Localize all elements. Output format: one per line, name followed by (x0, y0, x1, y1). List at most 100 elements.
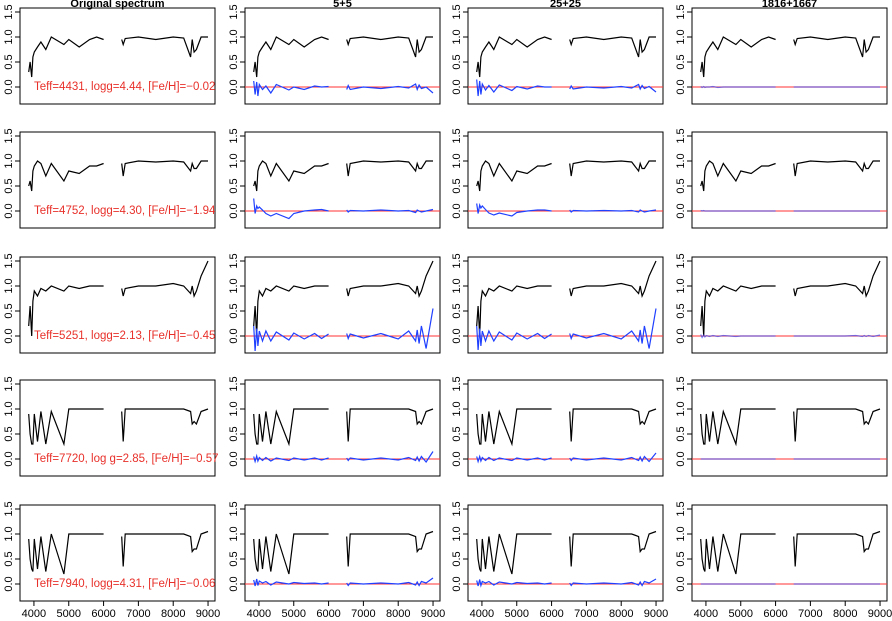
spectrum (253, 530, 434, 575)
y-tick-label: 0.0 (3, 79, 15, 94)
y-tick-label: 1.5 (3, 4, 15, 19)
x-tick-label: 8000 (161, 608, 185, 620)
x-tick-label: 5000 (282, 608, 306, 620)
y-tick-label: 1.0 (3, 29, 15, 44)
x-tick-label: 7000 (574, 608, 598, 620)
residual (700, 209, 880, 212)
panel-frame (691, 7, 888, 105)
x-tick-label: 5000 (505, 608, 529, 620)
y-tick-label: 0.5 (675, 303, 687, 318)
y-tick-label: 0.0 (675, 451, 687, 466)
y-tick-label: 1.5 (228, 501, 240, 516)
spectrum (700, 160, 880, 192)
x-tick-label: 8000 (386, 608, 410, 620)
residual (700, 333, 881, 339)
y-tick-label: 0.0 (228, 451, 240, 466)
y-tick-label: 0.0 (451, 328, 463, 343)
spectrum (476, 160, 656, 192)
y-tick-label: 1.5 (451, 128, 463, 143)
panel-frame (691, 131, 888, 229)
y-tick-label: 1.5 (3, 128, 15, 143)
y-tick-label: 1.5 (3, 501, 15, 516)
spectrum (700, 260, 881, 337)
x-tick-label: 4000 (694, 608, 718, 620)
spectrum (253, 260, 434, 337)
y-tick-label: 1.0 (3, 526, 15, 541)
y-tick-label: 1.0 (451, 401, 463, 416)
y-tick-label: 1.0 (228, 29, 240, 44)
panel-frame (244, 131, 441, 229)
annotation: Teff=7720, log g=2.85, [Fe/H]=−0.57 (34, 453, 219, 465)
column-title: Original spectrum (70, 0, 164, 10)
y-tick-label: 0.0 (228, 576, 240, 591)
y-tick-label: 1.0 (228, 153, 240, 168)
y-tick-label: 1.0 (3, 153, 15, 168)
spectrum (476, 408, 657, 447)
y-tick-label: 0.0 (451, 451, 463, 466)
y-tick-label: 0.5 (3, 426, 15, 441)
y-tick-label: 0.0 (3, 328, 15, 343)
y-tick-label: 1.0 (675, 278, 687, 293)
annotation: Teff=4431, logg=4.44, [Fe/H]=−0.02 (34, 81, 215, 93)
y-tick-label: 1.5 (3, 253, 15, 268)
residual (253, 308, 434, 352)
y-tick-label: 0.0 (675, 328, 687, 343)
y-tick-label: 0.0 (451, 576, 463, 591)
x-tick-label: 6000 (539, 608, 563, 620)
panel-frame (244, 379, 441, 477)
spectrum (476, 530, 657, 575)
y-tick-label: 1.0 (3, 401, 15, 416)
residual (253, 198, 434, 220)
y-tick-label: 0.5 (3, 551, 15, 566)
y-tick-label: 1.5 (228, 128, 240, 143)
residual (476, 202, 657, 217)
y-tick-label: 1.5 (451, 4, 463, 19)
y-tick-label: 1.0 (675, 401, 687, 416)
x-tick-label: 9000 (644, 608, 668, 620)
spectrum (28, 408, 209, 447)
y-tick-label: 1.0 (451, 278, 463, 293)
x-tick-label: 7000 (126, 608, 150, 620)
spectrum (253, 36, 433, 78)
x-tick-label: 6000 (91, 608, 115, 620)
x-tick-label: 8000 (833, 608, 857, 620)
y-tick-label: 0.5 (451, 426, 463, 441)
y-tick-label: 0.0 (451, 203, 463, 218)
y-tick-label: 0.5 (451, 551, 463, 566)
y-tick-label: 0.0 (675, 79, 687, 94)
spectrum (28, 260, 209, 337)
column-title: 1816+1667 (762, 0, 817, 10)
panel-frame (19, 256, 216, 354)
y-tick-label: 1.5 (228, 4, 240, 19)
annotation: Teff=7940, logg=4.31, [Fe/H]=−0.06 (34, 578, 215, 590)
y-tick-label: 1.0 (451, 526, 463, 541)
y-tick-label: 0.5 (675, 54, 687, 69)
x-tick-label: 5000 (729, 608, 753, 620)
y-tick-label: 1.5 (675, 501, 687, 516)
y-tick-label: 1.0 (228, 401, 240, 416)
panel-frame (467, 131, 664, 229)
x-tick-label: 5000 (57, 608, 81, 620)
y-tick-label: 1.5 (675, 376, 687, 391)
y-tick-label: 0.5 (451, 303, 463, 318)
y-tick-label: 1.5 (451, 376, 463, 391)
y-tick-label: 0.0 (451, 79, 463, 94)
y-tick-label: 0.0 (3, 576, 15, 591)
spectrum (700, 408, 881, 447)
panel-frame (244, 504, 441, 602)
spectrum (28, 36, 208, 78)
column-title: 25+25 (550, 0, 581, 10)
y-tick-label: 0.5 (228, 178, 240, 193)
y-tick-label: 0.5 (451, 178, 463, 193)
y-tick-label: 1.5 (3, 376, 15, 391)
y-tick-label: 0.0 (228, 79, 240, 94)
panel-frame (691, 256, 888, 354)
y-tick-label: 1.0 (228, 526, 240, 541)
spectrum (28, 530, 209, 575)
panel-frame (19, 131, 216, 229)
y-tick-label: 1.0 (451, 153, 463, 168)
spectrum (476, 260, 657, 337)
panel-frame (467, 7, 664, 105)
y-tick-label: 0.0 (3, 451, 15, 466)
x-tick-label: 4000 (22, 608, 46, 620)
